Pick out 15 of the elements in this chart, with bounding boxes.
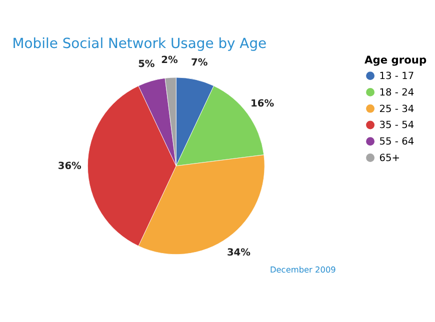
legend-label: 65+ <box>379 153 400 164</box>
legend-label: 25 - 34 <box>379 104 414 115</box>
data-label: 7% <box>191 57 208 68</box>
data-label: 16% <box>250 98 274 110</box>
data-label: 5% <box>138 58 155 70</box>
legend-title: Age group <box>364 54 427 67</box>
data-label: 2% <box>161 54 178 66</box>
legend-label: 55 - 64 <box>379 136 414 148</box>
legend-label: 35 - 54 <box>379 120 414 132</box>
legend-label: 13 - 17 <box>379 71 414 82</box>
legend-label: 18 - 24 <box>379 87 414 98</box>
chart-title: Mobile Social Network Usage by Age <box>12 36 267 52</box>
data-label: 36% <box>58 161 82 172</box>
text: December 2009 <box>270 264 336 274</box>
data-label: 34% <box>226 247 251 258</box>
